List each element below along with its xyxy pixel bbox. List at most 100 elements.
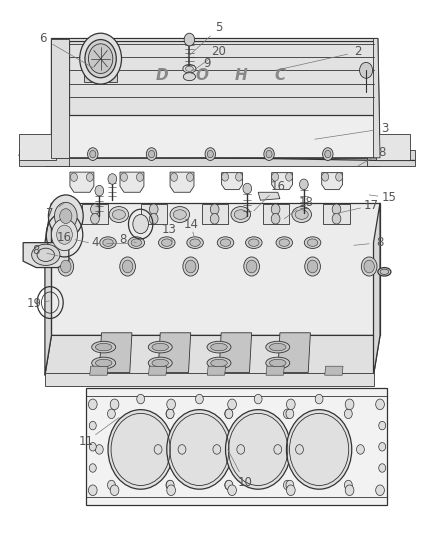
Circle shape — [271, 204, 280, 215]
Circle shape — [167, 485, 176, 496]
Polygon shape — [90, 366, 108, 375]
Ellipse shape — [128, 237, 145, 248]
Circle shape — [244, 257, 259, 276]
Circle shape — [187, 173, 194, 181]
Circle shape — [166, 480, 174, 490]
Polygon shape — [82, 204, 108, 224]
Ellipse shape — [100, 237, 116, 248]
Circle shape — [345, 399, 354, 410]
Text: 13: 13 — [162, 223, 177, 236]
Circle shape — [167, 399, 176, 410]
Ellipse shape — [378, 268, 391, 276]
Circle shape — [361, 257, 377, 276]
Polygon shape — [367, 150, 415, 166]
Circle shape — [228, 485, 237, 496]
Ellipse shape — [170, 207, 190, 222]
Ellipse shape — [279, 239, 290, 246]
Circle shape — [283, 480, 291, 490]
Circle shape — [48, 195, 83, 237]
Polygon shape — [51, 203, 380, 335]
Polygon shape — [19, 150, 69, 166]
Circle shape — [336, 173, 343, 181]
Circle shape — [60, 209, 72, 223]
Ellipse shape — [249, 239, 259, 246]
Polygon shape — [278, 333, 311, 373]
Text: 9: 9 — [203, 58, 211, 70]
Circle shape — [88, 44, 113, 74]
Circle shape — [296, 445, 304, 454]
Circle shape — [300, 179, 308, 190]
Polygon shape — [222, 173, 243, 190]
Circle shape — [89, 421, 96, 430]
Ellipse shape — [92, 341, 116, 353]
Circle shape — [225, 409, 233, 418]
Text: 2: 2 — [354, 45, 362, 58]
Circle shape — [236, 173, 243, 181]
Text: 18: 18 — [299, 196, 314, 209]
Ellipse shape — [234, 210, 247, 219]
Circle shape — [107, 480, 115, 490]
Circle shape — [286, 485, 295, 496]
Ellipse shape — [276, 237, 293, 248]
Ellipse shape — [190, 239, 200, 246]
Text: 8: 8 — [32, 244, 40, 257]
Circle shape — [170, 173, 177, 181]
Circle shape — [91, 204, 99, 215]
Circle shape — [178, 445, 186, 454]
Ellipse shape — [152, 343, 169, 351]
Text: 8: 8 — [120, 233, 127, 246]
Text: 8: 8 — [376, 236, 384, 249]
Circle shape — [376, 485, 385, 496]
Circle shape — [110, 485, 119, 496]
Text: 17: 17 — [364, 199, 379, 212]
Circle shape — [307, 260, 318, 273]
Polygon shape — [45, 373, 374, 386]
Ellipse shape — [95, 359, 112, 367]
Polygon shape — [45, 203, 51, 375]
Ellipse shape — [162, 239, 172, 246]
Ellipse shape — [109, 207, 129, 222]
Polygon shape — [51, 38, 380, 158]
Ellipse shape — [184, 72, 195, 80]
Polygon shape — [266, 366, 284, 375]
Circle shape — [95, 185, 104, 196]
Ellipse shape — [211, 343, 227, 351]
Polygon shape — [323, 204, 350, 224]
Ellipse shape — [207, 357, 231, 369]
Polygon shape — [158, 333, 191, 373]
Ellipse shape — [217, 237, 234, 248]
Polygon shape — [99, 333, 132, 373]
Circle shape — [88, 399, 97, 410]
Circle shape — [89, 464, 96, 472]
Polygon shape — [69, 41, 374, 115]
Circle shape — [137, 173, 143, 181]
Ellipse shape — [183, 64, 196, 73]
Circle shape — [237, 445, 245, 454]
Circle shape — [315, 394, 323, 404]
Ellipse shape — [266, 341, 290, 353]
Polygon shape — [45, 158, 380, 166]
Circle shape — [376, 399, 385, 410]
Circle shape — [51, 219, 78, 251]
Circle shape — [225, 409, 233, 418]
Circle shape — [225, 480, 233, 490]
Text: 16: 16 — [57, 231, 72, 244]
Ellipse shape — [113, 210, 125, 219]
Circle shape — [379, 421, 386, 430]
Ellipse shape — [148, 341, 172, 353]
Polygon shape — [374, 38, 380, 158]
Polygon shape — [201, 204, 228, 224]
Circle shape — [120, 257, 135, 276]
Ellipse shape — [211, 359, 227, 367]
Circle shape — [254, 394, 262, 404]
Circle shape — [210, 204, 219, 215]
Text: 16: 16 — [270, 181, 285, 193]
Text: C: C — [274, 68, 286, 83]
Circle shape — [95, 445, 103, 454]
Circle shape — [137, 394, 145, 404]
Polygon shape — [19, 134, 56, 160]
Circle shape — [85, 39, 116, 78]
Circle shape — [183, 257, 198, 276]
Ellipse shape — [231, 207, 251, 222]
Circle shape — [167, 410, 232, 489]
